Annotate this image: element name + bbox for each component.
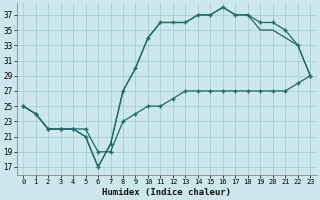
X-axis label: Humidex (Indice chaleur): Humidex (Indice chaleur) bbox=[102, 188, 231, 197]
